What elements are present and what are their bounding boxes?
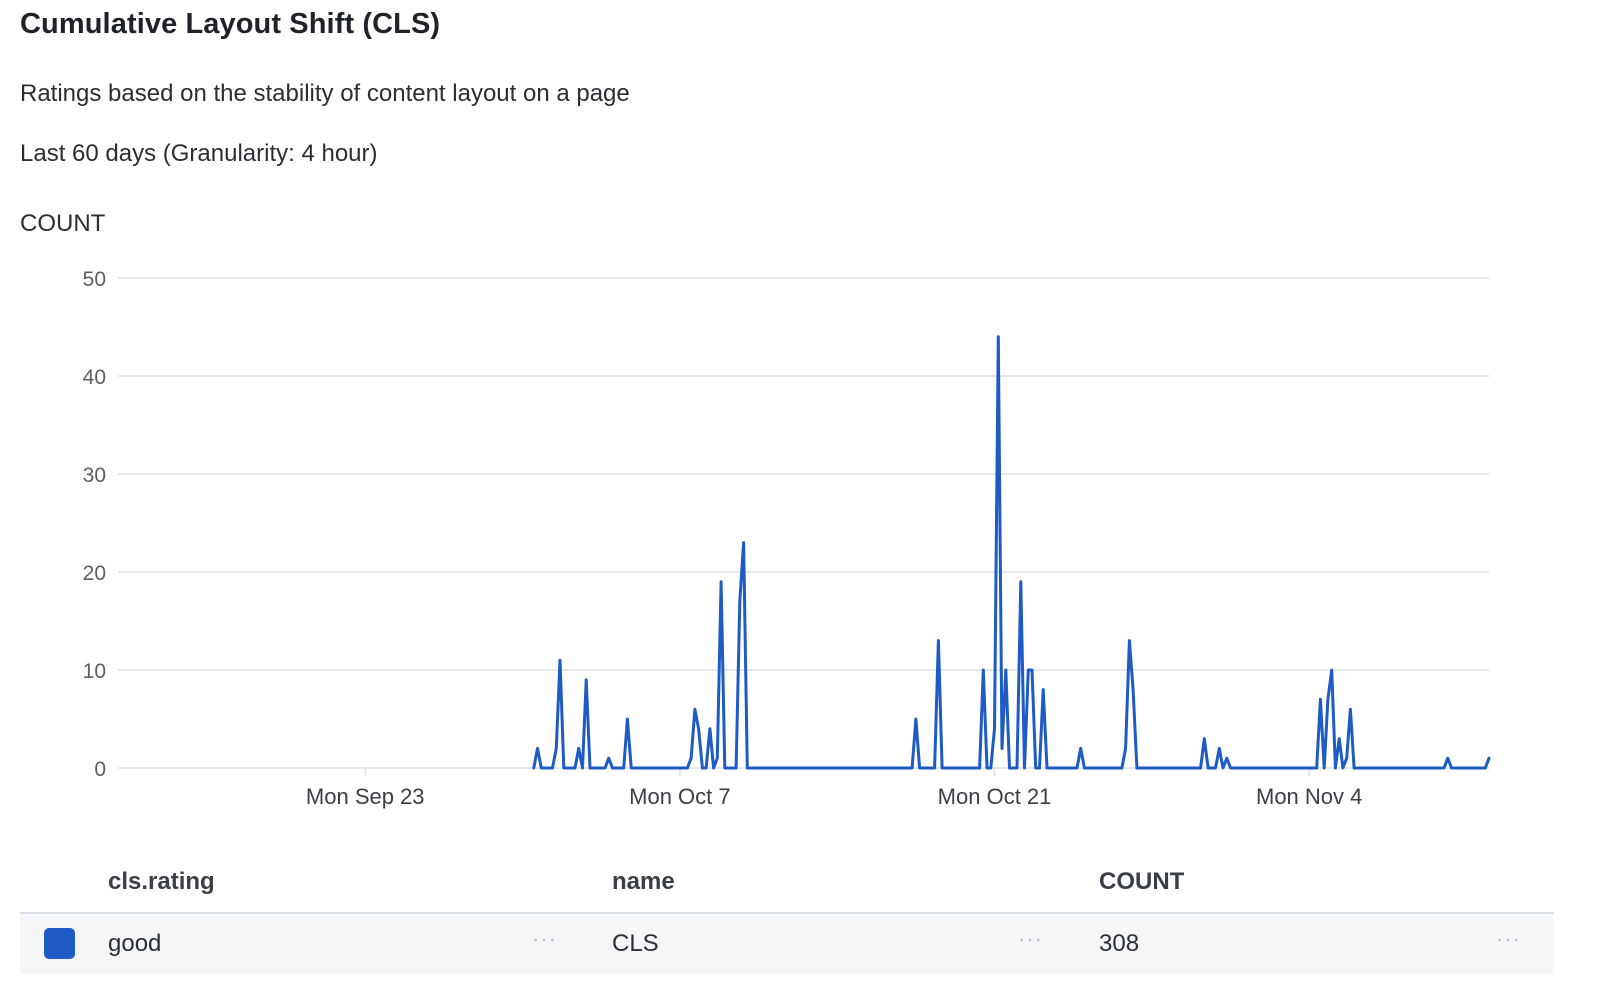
chart-title: Cumulative Layout Shift (CLS) <box>20 8 441 40</box>
y-tick-label: 30 <box>83 464 106 487</box>
x-tick-label: Mon Oct 7 <box>629 784 730 809</box>
line-chart[interactable]: 0 10 20 30 40 50 Mon Sep 23 Mon Oct 7 Mon Oct 2… <box>0 240 1608 830</box>
series-color-swatch[interactable] <box>44 928 75 959</box>
y-axis-ticks: 0 10 20 30 40 50 <box>83 268 106 781</box>
chart-subtitle: Ratings based on the stability of conten… <box>20 80 630 107</box>
column-header-count[interactable]: COUNT <box>1099 868 1185 895</box>
x-axis-ticks: Mon Sep 23 Mon Oct 7 Mon Oct 21 Mon Nov 4 <box>306 768 1362 809</box>
cell-rating: good <box>108 930 162 957</box>
series-line-good <box>532 335 1491 770</box>
y-tick-label: 50 <box>83 268 106 291</box>
y-tick-label: 10 <box>83 660 106 683</box>
legend-table: cls.rating name COUNT good ··· CLS ··· 3… <box>20 858 1554 974</box>
more-options-icon[interactable]: ··· <box>1496 926 1521 951</box>
column-header-name[interactable]: name <box>612 868 675 895</box>
y-tick-label: 20 <box>83 562 106 585</box>
grid-lines <box>118 277 1489 769</box>
more-options-icon[interactable]: ··· <box>532 926 557 951</box>
y-tick-label: 0 <box>94 758 106 781</box>
y-axis-label: COUNT <box>20 210 106 237</box>
column-header-rating[interactable]: cls.rating <box>108 868 215 895</box>
series-group <box>532 335 1491 770</box>
y-tick-label: 40 <box>83 366 106 389</box>
cell-count: 308 <box>1099 930 1140 957</box>
x-tick-label: Mon Sep 23 <box>306 784 425 809</box>
cell-name: CLS <box>612 930 659 957</box>
table-row[interactable]: good ··· CLS ··· 308 ··· <box>20 914 1554 974</box>
table-header: cls.rating name COUNT <box>20 858 1554 914</box>
more-options-icon[interactable]: ··· <box>1018 926 1043 951</box>
x-tick-label: Mon Oct 21 <box>938 784 1052 809</box>
time-range-label: Last 60 days (Granularity: 4 hour) <box>20 140 378 167</box>
x-tick-label: Mon Nov 4 <box>1256 784 1362 809</box>
